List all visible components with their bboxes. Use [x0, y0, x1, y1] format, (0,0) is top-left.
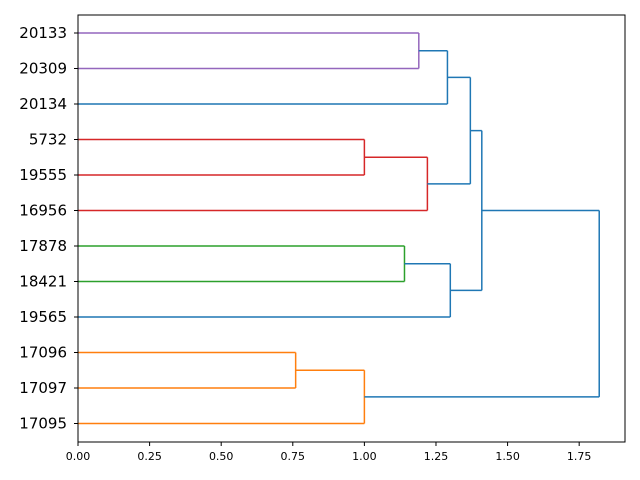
- dendrogram-links: [78, 32, 600, 425]
- y-axis: 20133 20309 20134 5732 19555 16956 17878 18421 1…: [19, 24, 78, 433]
- leaf-label: 17096: [19, 344, 67, 362]
- leaf-label: 17878: [19, 237, 67, 255]
- x-tick-label: 1.75: [567, 450, 592, 463]
- leaf-label: 19555: [19, 166, 67, 184]
- x-tick-label: 0.50: [209, 450, 234, 463]
- leaf-label: 20133: [19, 24, 67, 42]
- leaf-label: 18421: [19, 273, 67, 291]
- x-tick-label: 0.25: [137, 450, 162, 463]
- leaf-label: 5732: [29, 131, 67, 149]
- leaf-label: 16956: [19, 202, 67, 220]
- leaf-label: 20134: [19, 95, 67, 113]
- leaf-label: 19565: [19, 308, 67, 326]
- x-axis: 0.00 0.25 0.50 0.75 1.00 1.25 1.50 1.75: [66, 442, 592, 463]
- x-tick-label: 0.75: [281, 450, 306, 463]
- x-tick-label: 1.00: [352, 450, 377, 463]
- leaf-label: 17097: [19, 379, 67, 397]
- leaf-label: 20309: [19, 60, 67, 78]
- x-tick-label: 1.50: [495, 450, 520, 463]
- axes-frame: [77, 14, 626, 443]
- x-tick-label: 1.25: [424, 450, 449, 463]
- x-tick-label: 0.00: [66, 450, 91, 463]
- leaf-label: 17095: [19, 415, 67, 433]
